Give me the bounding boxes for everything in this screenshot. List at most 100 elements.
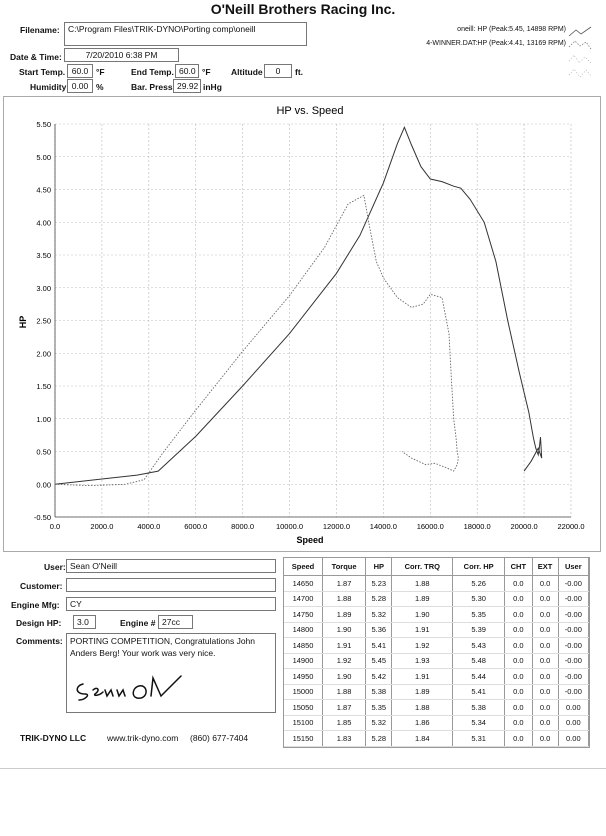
chart-legend: oneill: HP (Peak:5.45, 14898 RPM) 4-WINN… bbox=[410, 24, 594, 80]
user-field[interactable]: Sean O'Neill bbox=[66, 559, 276, 573]
column-header: CHT bbox=[504, 558, 533, 576]
x-tick-label: 14000.0 bbox=[370, 522, 397, 531]
chart-ticks: -0.50 0.00 0.50 1.00 1.50 2.00 2.50 3.00 3.50 4.0… bbox=[34, 120, 585, 531]
table-cell: 14700 bbox=[284, 591, 323, 607]
table-cell: 0.0 bbox=[532, 684, 559, 700]
table-cell: -0.00 bbox=[558, 653, 590, 669]
customer-label: Customer: bbox=[20, 581, 63, 591]
legend-item-winner: 4-WINNER.DAT:HP (Peak:4.41, 13169 RPM) bbox=[426, 40, 566, 47]
table-cell: 5.28 bbox=[365, 730, 393, 747]
x-tick-label: 0.0 bbox=[50, 522, 60, 531]
table-cell: 5.35 bbox=[452, 606, 506, 623]
table-row: 14800 1.90 5.36 1.91 5.39 0.0 0.0 -0.00 bbox=[284, 622, 590, 638]
altitude-label: Altitude bbox=[231, 67, 263, 77]
table-cell: 0.0 bbox=[532, 653, 559, 669]
chart-title: HP vs. Speed bbox=[276, 105, 343, 117]
comments-box[interactable]: PORTING COMPETITION, Congratulations Joh… bbox=[66, 633, 276, 713]
table-cell: 1.92 bbox=[322, 653, 367, 669]
table-cell: 1.88 bbox=[391, 575, 454, 592]
table-cell: 0.0 bbox=[504, 606, 533, 623]
table-cell: -0.00 bbox=[558, 575, 590, 592]
chart-series bbox=[54, 125, 543, 487]
filename-label: Filename: bbox=[20, 25, 60, 35]
column-header: Corr. HP bbox=[452, 558, 506, 576]
y-tick-label: 1.00 bbox=[36, 415, 51, 424]
table-cell: 15100 bbox=[284, 715, 323, 731]
table-cell: 0.00 bbox=[558, 730, 590, 747]
x-tick-label: 12000.0 bbox=[323, 522, 350, 531]
table-cell: 0.0 bbox=[504, 730, 533, 747]
table-cell: 0.0 bbox=[504, 591, 533, 607]
table-cell: 5.30 bbox=[452, 591, 506, 607]
table-cell: 14850 bbox=[284, 637, 323, 654]
bar-press-field[interactable]: 29.92 bbox=[173, 79, 201, 93]
table-cell: 1.86 bbox=[391, 715, 454, 731]
table-cell: 1.88 bbox=[322, 591, 367, 607]
company-phone: (860) 677-7404 bbox=[190, 733, 249, 743]
y-tick-label: 3.50 bbox=[36, 251, 51, 260]
start-temp-field[interactable]: 60.0 bbox=[67, 64, 93, 78]
table-cell: 0.0 bbox=[504, 684, 533, 700]
table-row: 14650 1.87 5.23 1.88 5.26 0.0 0.0 -0.00 bbox=[284, 575, 590, 592]
table-cell: 5.38 bbox=[452, 699, 506, 716]
table-cell: 1.89 bbox=[322, 606, 367, 623]
date-label: Date & Time: bbox=[10, 52, 62, 62]
comments-label: Comments: bbox=[16, 636, 63, 646]
column-header: Torque bbox=[322, 558, 367, 576]
customer-field[interactable] bbox=[66, 578, 276, 592]
table-row: 14950 1.90 5.42 1.91 5.44 0.0 0.0 -0.00 bbox=[284, 668, 590, 685]
table-cell: 5.23 bbox=[365, 575, 393, 592]
table-cell: 1.88 bbox=[391, 699, 454, 716]
table-cell: 1.83 bbox=[322, 730, 367, 747]
y-tick-label: 0.50 bbox=[36, 448, 51, 457]
table-cell: 0.0 bbox=[504, 653, 533, 669]
table-cell: 14950 bbox=[284, 668, 323, 685]
table-cell: 1.89 bbox=[391, 684, 454, 700]
column-header: User bbox=[558, 558, 590, 576]
engine-num-label: Engine # bbox=[120, 618, 156, 628]
table-cell: 1.90 bbox=[391, 606, 454, 623]
end-temp-label: End Temp. bbox=[131, 67, 174, 77]
altitude-unit: ft. bbox=[295, 67, 304, 77]
table-cell: 1.92 bbox=[391, 637, 454, 654]
end-temp-field[interactable]: 60.0 bbox=[175, 64, 199, 78]
table-cell: 1.87 bbox=[322, 575, 367, 592]
y-tick-label: -0.50 bbox=[34, 513, 51, 522]
table-row: 14850 1.91 5.41 1.92 5.43 0.0 0.0 -0.00 bbox=[284, 637, 590, 654]
table-cell: 0.0 bbox=[532, 637, 559, 654]
table-cell: 5.32 bbox=[365, 715, 393, 731]
company-website[interactable]: www.trik-dyno.com bbox=[107, 733, 179, 743]
y-tick-label: 4.50 bbox=[36, 186, 51, 195]
table-cell: 1.91 bbox=[322, 637, 367, 654]
filename-field[interactable]: C:\Program Files\TRIK-DYNO\Porting comp\… bbox=[64, 22, 307, 46]
x-tick-label: 4000.0 bbox=[137, 522, 160, 531]
chart-grid bbox=[54, 123, 572, 518]
table-cell: 0.0 bbox=[532, 730, 559, 747]
table-cell: 1.84 bbox=[391, 730, 454, 747]
table-cell: 5.26 bbox=[452, 575, 506, 592]
table-cell: 5.43 bbox=[452, 637, 506, 654]
x-tick-label: 16000.0 bbox=[417, 522, 444, 531]
y-tick-label: 4.00 bbox=[36, 218, 51, 227]
y-tick-label: 5.00 bbox=[36, 153, 51, 162]
legend-swatch-dotted bbox=[568, 40, 592, 78]
company-name: TRIK-DYNO LLC bbox=[20, 733, 87, 743]
engine-num-field[interactable]: 27cc bbox=[158, 615, 193, 629]
column-header: EXT bbox=[532, 558, 559, 576]
altitude-field[interactable]: 0 bbox=[264, 64, 292, 78]
table-row: 15150 1.83 5.28 1.84 5.31 0.0 0.0 0.00 bbox=[284, 730, 590, 747]
humidity-unit: % bbox=[96, 82, 104, 92]
table-cell: 5.45 bbox=[365, 653, 393, 669]
y-tick-label: 2.50 bbox=[36, 317, 51, 326]
column-header: HP bbox=[365, 558, 393, 576]
x-axis-label: Speed bbox=[296, 535, 323, 545]
date-field[interactable]: 7/20/2010 6:38 PM bbox=[64, 48, 179, 62]
table-cell: 0.0 bbox=[504, 699, 533, 716]
engine-mfg-label: Engine Mfg: bbox=[11, 600, 60, 610]
table-cell: -0.00 bbox=[558, 668, 590, 685]
page-title: O'Neill Brothers Racing Inc. bbox=[210, 1, 396, 17]
humidity-field[interactable]: 0.00 bbox=[67, 79, 93, 93]
design-hp-field[interactable]: 3.0 bbox=[73, 615, 96, 629]
table-row: 15000 1.88 5.38 1.89 5.41 0.0 0.0 -0.00 bbox=[284, 684, 590, 700]
engine-mfg-field[interactable]: CY bbox=[66, 597, 276, 611]
